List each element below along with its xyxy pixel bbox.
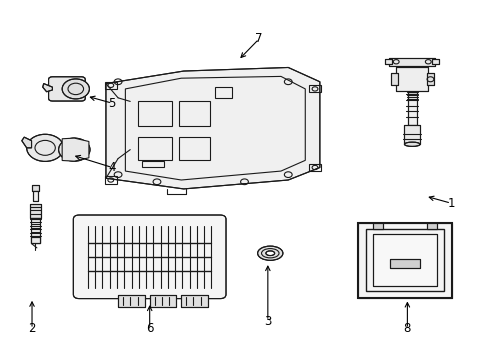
Bar <box>179 102 210 126</box>
Ellipse shape <box>257 246 283 260</box>
Bar <box>385 59 391 64</box>
Bar <box>149 296 176 307</box>
Bar <box>396 67 427 91</box>
Bar <box>30 237 40 243</box>
Bar <box>357 223 451 298</box>
Bar <box>357 223 451 298</box>
Bar <box>308 164 320 171</box>
Bar <box>30 204 41 217</box>
Bar <box>142 161 164 167</box>
Bar <box>431 59 438 64</box>
Bar <box>105 82 116 89</box>
Bar <box>366 229 443 292</box>
Polygon shape <box>42 84 52 92</box>
Polygon shape <box>22 137 31 148</box>
Bar <box>389 258 419 267</box>
Bar <box>385 59 391 64</box>
Bar <box>105 176 116 184</box>
Bar <box>215 87 232 98</box>
Bar <box>388 58 434 66</box>
Bar <box>426 223 436 229</box>
Bar <box>32 185 39 191</box>
Bar <box>431 59 438 64</box>
Bar <box>32 191 38 202</box>
Polygon shape <box>62 138 89 161</box>
Text: 3: 3 <box>264 315 271 328</box>
Bar <box>407 93 416 125</box>
Bar <box>32 191 38 202</box>
Ellipse shape <box>404 142 419 147</box>
Bar <box>404 125 419 144</box>
FancyBboxPatch shape <box>73 215 225 298</box>
Bar <box>30 237 40 243</box>
Bar <box>31 217 40 243</box>
Bar <box>372 234 436 287</box>
Bar <box>181 296 207 307</box>
Bar <box>372 223 382 229</box>
Bar <box>426 73 433 85</box>
Bar <box>389 258 419 267</box>
Bar <box>31 217 40 243</box>
Text: 1: 1 <box>447 197 454 210</box>
Circle shape <box>27 134 63 161</box>
Text: 2: 2 <box>28 323 36 336</box>
Bar <box>308 85 320 93</box>
Bar <box>426 223 436 229</box>
Bar <box>404 125 419 144</box>
Circle shape <box>59 138 90 161</box>
Bar <box>149 296 176 307</box>
Bar <box>396 67 427 91</box>
Bar <box>390 73 397 85</box>
FancyBboxPatch shape <box>48 77 85 101</box>
Text: 7: 7 <box>255 32 262 45</box>
Bar <box>388 58 434 66</box>
Bar <box>118 296 144 307</box>
Bar <box>137 137 171 160</box>
Polygon shape <box>106 67 319 189</box>
Bar <box>390 73 397 85</box>
Bar <box>118 296 144 307</box>
Text: 8: 8 <box>403 323 410 336</box>
Ellipse shape <box>265 251 274 256</box>
Bar <box>32 185 39 191</box>
Bar <box>30 204 41 217</box>
Text: 6: 6 <box>145 323 153 336</box>
Bar <box>372 223 382 229</box>
Text: 5: 5 <box>108 97 116 110</box>
Bar <box>137 102 171 126</box>
Bar <box>372 234 436 287</box>
Bar <box>407 93 416 125</box>
Text: 4: 4 <box>108 161 116 174</box>
Bar <box>179 137 210 160</box>
Circle shape <box>62 79 89 99</box>
Bar <box>181 296 207 307</box>
Bar <box>426 73 433 85</box>
